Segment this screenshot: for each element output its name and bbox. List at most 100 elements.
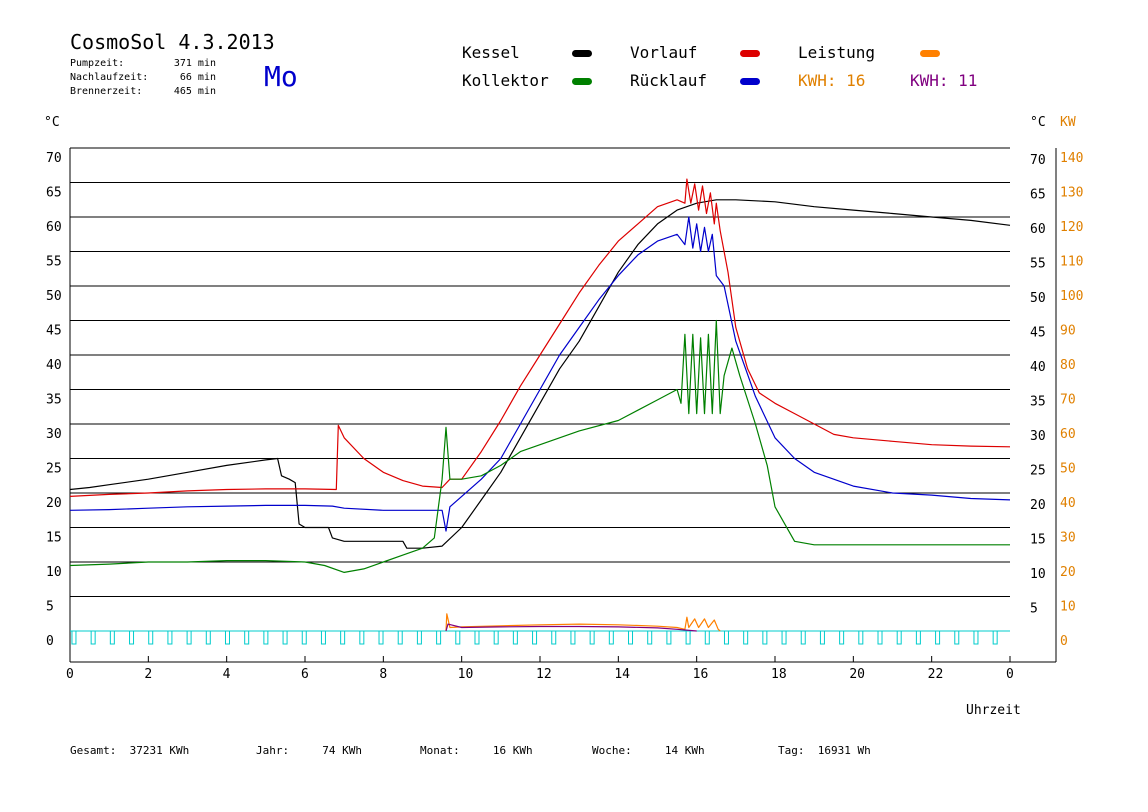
x-tick-label: 0: [66, 667, 74, 682]
y-tick-label-left: 5: [46, 600, 54, 615]
y-tick-label-right: 60: [1030, 222, 1046, 237]
pump-marker: [416, 630, 422, 645]
pump-marker: [129, 630, 135, 645]
pump-marker: [263, 630, 269, 645]
legend-swatch-kessel: [572, 50, 592, 57]
x-tick-label: 4: [223, 667, 231, 682]
series-line-kwh-11: [445, 623, 697, 632]
stat-value: 371 min: [173, 58, 216, 69]
y-tick-label-right: 50: [1030, 291, 1046, 306]
y-tick-label-left: 15: [46, 531, 62, 546]
pump-marker: [608, 630, 614, 645]
stat-label: Pumpzeit:: [70, 58, 125, 69]
pump-marker: [397, 630, 403, 645]
series-line-kessel: [69, 199, 1011, 549]
y-tick-label-left: 45: [46, 324, 62, 339]
y-tick-label-right: 40: [1030, 360, 1046, 375]
y-tick-label-right: 20: [1030, 498, 1046, 513]
x-tick-label: 14: [614, 667, 630, 682]
y-tick-label-right: 15: [1030, 533, 1046, 548]
footer-value: 16931 Wh: [817, 744, 871, 757]
y-tick-label-right: 70: [1030, 153, 1046, 168]
pump-marker: [493, 630, 499, 645]
kw-tick-label: 70: [1060, 393, 1076, 408]
pump-marker: [762, 630, 768, 645]
y-tick-label-left: 55: [46, 255, 62, 270]
legend-kollektor: Kollektor: [462, 71, 549, 90]
stat-label: Nachlaufzeit:: [70, 72, 149, 83]
y-tick-label-left: 60: [46, 220, 62, 235]
pump-marker: [973, 630, 979, 645]
footer-woche: Woche: 14 KWh: [592, 744, 705, 757]
footer-value: 74 KWh: [322, 744, 362, 757]
pump-marker: [647, 630, 653, 645]
kw-tick-label: 0: [1060, 634, 1068, 649]
footer-value: 14 KWh: [664, 744, 705, 757]
series-line-r-cklauf: [69, 216, 1011, 532]
chart-title: CosmoSol 4.3.2013: [70, 30, 275, 54]
pump-marker: [205, 630, 211, 645]
kw-tick-label: 40: [1060, 496, 1076, 511]
y-tick-label-left: 50: [46, 289, 62, 304]
pump-marker: [90, 630, 96, 645]
pump-marker: [589, 630, 595, 645]
footer-monat: Monat: 16 KWh: [420, 744, 533, 757]
pump-marker: [282, 630, 288, 645]
pump-marker: [532, 630, 538, 645]
legend-kwh-solar: KWH: 11: [910, 71, 978, 90]
x-tick-label: 16: [693, 667, 709, 682]
pump-marker: [186, 630, 192, 645]
pump-marker: [340, 630, 346, 645]
kw-tick-label: 130: [1060, 186, 1083, 201]
pump-marker: [551, 630, 557, 645]
legend-ruecklauf: Rücklauf: [630, 71, 708, 90]
y-tick-label-right: 45: [1030, 326, 1046, 341]
pump-marker: [685, 630, 691, 645]
pump-marker: [244, 630, 250, 645]
footer-gesamt: Gesamt: 37231 KWh: [70, 744, 189, 757]
pump-marker: [743, 630, 749, 645]
y-tick-label-right: 35: [1030, 395, 1046, 410]
pump-marker: [71, 630, 77, 645]
pump-marker: [301, 630, 307, 645]
pump-marker: [666, 630, 672, 645]
pump-marker: [839, 630, 845, 645]
kw-tick-label: 100: [1060, 289, 1083, 304]
pump-marker: [858, 630, 864, 645]
pump-marker: [781, 630, 787, 645]
x-axis-label: Uhrzeit: [966, 703, 1021, 718]
stat-row: Brennerzeit: 465 min: [70, 85, 216, 99]
y-tick-label-left: 10: [46, 565, 62, 580]
kw-tick-label: 140: [1060, 151, 1083, 166]
pump-marker: [455, 630, 461, 645]
kw-tick-label: 110: [1060, 255, 1083, 270]
pump-marker: [704, 630, 710, 645]
pump-marker: [320, 630, 326, 645]
kw-tick-label: 30: [1060, 531, 1076, 546]
kw-tick-label: 10: [1060, 600, 1076, 615]
y-tick-label-left: 65: [46, 186, 62, 201]
x-tick-label: 18: [771, 667, 787, 682]
y-tick-label-right: 10: [1030, 567, 1046, 582]
footer-label: Tag:: [778, 744, 805, 757]
legend-leistung: Leistung: [798, 43, 876, 62]
x-tick-label: 10: [458, 667, 474, 682]
stat-row: Nachlaufzeit: 66 min: [70, 71, 216, 85]
kw-tick-label: 50: [1060, 462, 1076, 477]
stat-row: Pumpzeit: 371 min: [70, 57, 216, 71]
x-tick-label: 6: [301, 667, 309, 682]
y-tick-label-left: 70: [46, 151, 62, 166]
weekday-label: Mo: [264, 60, 298, 93]
kw-axis-label: KW: [1060, 115, 1076, 130]
pump-marker: [474, 630, 480, 645]
pump-marker: [512, 630, 518, 645]
pump-marker: [954, 630, 960, 645]
y-tick-label-left: 0: [46, 634, 54, 649]
footer-label: Woche:: [592, 744, 632, 757]
legend-vorlauf: Vorlauf: [630, 43, 698, 62]
pump-marker: [935, 630, 941, 645]
x-tick-label: 22: [928, 667, 944, 682]
pump-marker: [224, 630, 230, 645]
y-tick-label-right: 25: [1030, 464, 1046, 479]
